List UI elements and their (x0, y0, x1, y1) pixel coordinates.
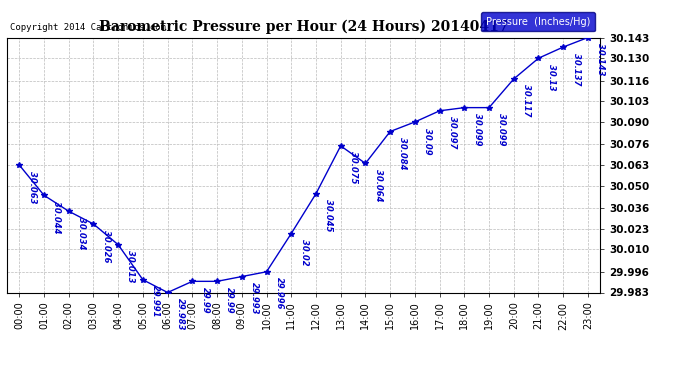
Title: Barometric Pressure per Hour (24 Hours) 20140417: Barometric Pressure per Hour (24 Hours) … (99, 19, 509, 33)
Text: 30.034: 30.034 (77, 217, 86, 249)
Text: 29.993: 29.993 (250, 282, 259, 315)
Text: 30.084: 30.084 (398, 137, 408, 170)
Text: 30.143: 30.143 (596, 43, 605, 75)
Text: 30.13: 30.13 (546, 64, 556, 90)
Text: 29.983: 29.983 (176, 298, 185, 330)
Text: 30.064: 30.064 (374, 169, 383, 201)
Text: 30.075: 30.075 (349, 152, 358, 184)
Text: 29.991: 29.991 (151, 285, 160, 318)
Text: 30.099: 30.099 (473, 113, 482, 146)
Text: 30.044: 30.044 (52, 201, 61, 233)
Text: Copyright 2014 Cartronics.com: Copyright 2014 Cartronics.com (10, 23, 166, 32)
Text: 30.137: 30.137 (571, 53, 580, 85)
Text: 29.996: 29.996 (275, 278, 284, 310)
Text: 30.09: 30.09 (423, 128, 432, 154)
Legend: Pressure  (Inches/Hg): Pressure (Inches/Hg) (482, 12, 595, 32)
Text: 30.117: 30.117 (522, 84, 531, 117)
Text: 30.099: 30.099 (497, 113, 506, 146)
Text: 29.99: 29.99 (226, 287, 235, 314)
Text: 29.99: 29.99 (201, 287, 210, 314)
Text: 30.013: 30.013 (126, 250, 135, 283)
Text: 30.02: 30.02 (299, 239, 308, 266)
Text: 30.045: 30.045 (324, 199, 333, 232)
Text: 30.097: 30.097 (448, 116, 457, 149)
Text: 30.026: 30.026 (101, 230, 111, 262)
Text: 30.063: 30.063 (28, 171, 37, 203)
